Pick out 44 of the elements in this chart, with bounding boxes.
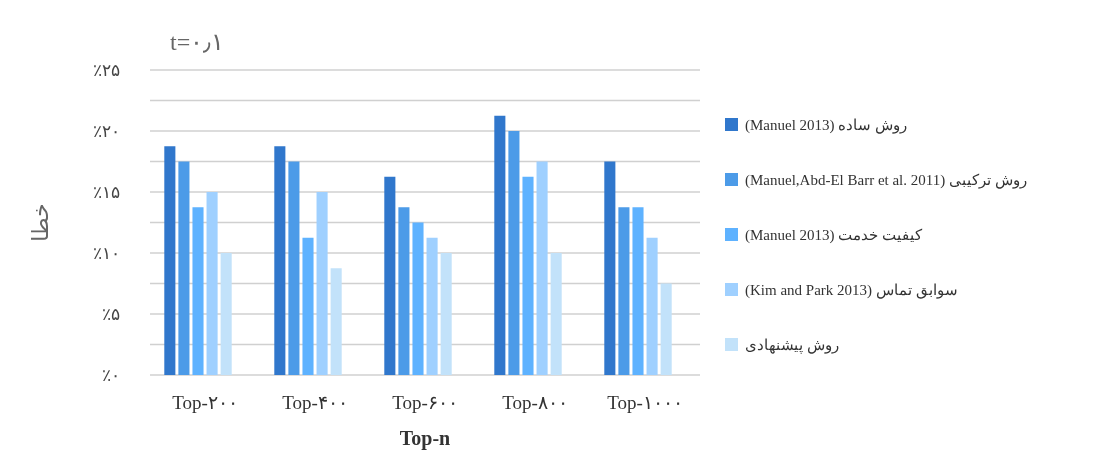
y-tick-label: ٪۵ — [102, 305, 120, 324]
bar — [316, 192, 328, 375]
bar — [288, 161, 300, 375]
x-tick-label: Top-۲۰۰ — [172, 392, 238, 413]
bar — [220, 253, 232, 375]
x-tick-label: Top-۶۰۰ — [392, 392, 458, 413]
y-tick-label: ٪۲۵ — [93, 61, 120, 80]
x-axis-title: Top-n — [399, 427, 451, 450]
legend-label: روش پیشنهادی — [745, 337, 839, 354]
y-tick-label: ٪۱۰ — [93, 244, 120, 263]
bar — [494, 115, 506, 375]
x-tick-label: Top-۱۰۰۰ — [607, 392, 683, 413]
legend-label: سوابق تماس (Kim and Park 2013) — [745, 282, 958, 299]
bar — [646, 237, 658, 375]
bar — [550, 253, 562, 375]
legend-label: روش ساده (Manuel 2013) — [745, 117, 908, 134]
bar — [330, 268, 342, 375]
bar — [178, 161, 190, 375]
bar — [384, 176, 396, 375]
bar — [618, 207, 630, 375]
y-axis-title: خطا — [28, 203, 53, 242]
legend-label: روش ترکیبی (Manuel,Abd-El Barr et al. 2011) — [745, 172, 1027, 189]
bar — [632, 207, 644, 375]
bar — [426, 237, 438, 375]
x-tick-label: Top-۸۰۰ — [502, 392, 568, 413]
bar — [536, 161, 548, 375]
y-tick-label: ٪۲۰ — [93, 122, 120, 141]
bar — [398, 207, 410, 375]
bar — [508, 131, 520, 375]
bar — [206, 192, 218, 375]
y-tick-label: ٪۱۵ — [93, 183, 120, 202]
bar — [274, 146, 286, 375]
bar — [604, 161, 616, 375]
bar — [440, 253, 452, 375]
bar — [192, 207, 204, 375]
x-tick-label: Top-۴۰۰ — [282, 392, 348, 413]
bar — [302, 237, 314, 375]
bar — [522, 176, 534, 375]
legend-label: کیفیت خدمت (Manuel 2013) — [745, 227, 924, 244]
y-tick-label: ٪۰ — [102, 366, 120, 385]
chart-title: t=۰٫۱ — [170, 29, 225, 55]
bar — [660, 283, 672, 375]
bar — [412, 222, 424, 375]
bar — [164, 146, 176, 375]
